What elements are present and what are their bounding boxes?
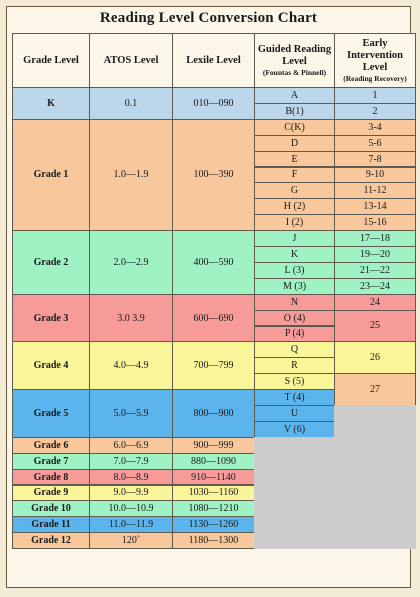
lexile-cell: 1130—1260 xyxy=(172,516,255,534)
header-atos: ATOS Level xyxy=(89,33,173,88)
atos-cell: 4.0—4.9 xyxy=(89,341,173,391)
header-early-label: Early Intervention Level xyxy=(347,38,403,73)
grade-cell: K xyxy=(12,87,90,120)
lexile-cell: 800—900 xyxy=(172,389,255,438)
lexile-cell: 100—390 xyxy=(172,118,255,232)
guided-reading-cell: I (2) xyxy=(254,214,335,232)
grade-cell: Grade 10 xyxy=(12,500,90,518)
early-intervention-cell: 24 xyxy=(334,293,416,311)
early-intervention-cell: 11-12 xyxy=(334,182,416,200)
early-intervention-cell: 5-6 xyxy=(334,134,416,152)
guided-reading-cell: V (6) xyxy=(254,420,335,438)
atos-cell: 0.1 xyxy=(89,87,173,120)
atos-cell: 1.0—1.9 xyxy=(89,118,173,232)
early-intervention-cell: 17—18 xyxy=(334,230,416,247)
atos-cell: 10.0—10.9 xyxy=(89,500,173,518)
grade-cell: Grade 12 xyxy=(12,532,90,550)
empty-region xyxy=(334,405,416,550)
atos-cell: 8.0—8.9 xyxy=(89,468,173,486)
early-intervention-cell: 27 xyxy=(334,373,416,406)
conversion-chart: Reading Level Conversion Chart Grade Lev… xyxy=(6,6,416,588)
atos-cell: 7.0—7.9 xyxy=(89,452,173,470)
lexile-cell: 600—690 xyxy=(172,293,255,343)
guided-reading-cell: T (4) xyxy=(254,389,335,406)
lexile-cell: 010—090 xyxy=(172,87,255,120)
guided-reading-cell: F xyxy=(254,166,335,184)
header-grade-label: Grade Level xyxy=(23,54,79,66)
chart-table: Grade Level ATOS Level Lexile Level Guided … xyxy=(12,33,416,597)
header-early-sublabel: (Reading Recovery) xyxy=(343,74,407,83)
grade-cell: Grade 4 xyxy=(12,341,90,391)
guided-reading-cell: J xyxy=(254,230,335,247)
guided-reading-cell: L (3) xyxy=(254,261,335,279)
guided-reading-cell: G xyxy=(254,182,335,200)
guided-reading-cell: R xyxy=(254,357,335,375)
grade-cell: Grade 11 xyxy=(12,516,90,534)
header-lexile: Lexile Level xyxy=(172,33,255,88)
guided-reading-cell: M (3) xyxy=(254,277,335,295)
atos-cell: 6.0—6.9 xyxy=(89,436,173,454)
guided-reading-cell: N xyxy=(254,293,335,311)
guided-reading-cell: P (4) xyxy=(254,325,335,343)
guided-reading-cell: H (2) xyxy=(254,198,335,216)
early-intervention-cell: 23—24 xyxy=(334,277,416,295)
guided-reading-cell: C(K) xyxy=(254,118,335,136)
early-intervention-cell: 1 xyxy=(334,87,416,104)
atos-cell: 9.0—9.9 xyxy=(89,484,173,502)
grade-cell: Grade 7 xyxy=(12,452,90,470)
guided-reading-cell: O (4) xyxy=(254,309,335,327)
header-guided-sublabel: (Fountas & Pinnell) xyxy=(262,68,327,77)
guided-reading-cell: B(1) xyxy=(254,102,335,120)
header-grade: Grade Level xyxy=(12,33,90,88)
early-intervention-cell: 15-16 xyxy=(334,214,416,232)
lexile-cell: 400—590 xyxy=(172,230,255,295)
guided-reading-cell: A xyxy=(254,87,335,104)
header-lexile-label: Lexile Level xyxy=(186,54,241,66)
early-intervention-cell: 25 xyxy=(334,309,416,343)
header-early: Early Intervention Level (Reading Recover… xyxy=(334,33,416,88)
atos-cell: 5.0—5.9 xyxy=(89,389,173,438)
grade-cell: Grade 9 xyxy=(12,484,90,502)
early-intervention-cell: 9-10 xyxy=(334,166,416,184)
early-intervention-cell: 21—22 xyxy=(334,261,416,279)
early-intervention-cell: 13-14 xyxy=(334,198,416,216)
grade-cell: Grade 3 xyxy=(12,293,90,343)
lexile-cell: 1180—1300 xyxy=(172,532,255,550)
early-intervention-cell: 2 xyxy=(334,102,416,120)
early-intervention-cell: 7-8 xyxy=(334,150,416,168)
grade-cell: Grade 5 xyxy=(12,389,90,438)
header-guided: Guided Reading Level (Fountas & Pinnell) xyxy=(254,33,335,88)
lexile-cell: 1080—1210 xyxy=(172,500,255,518)
guided-reading-cell: Q xyxy=(254,341,335,359)
lexile-cell: 880—1090 xyxy=(172,452,255,470)
lexile-cell: 1030—1160 xyxy=(172,484,255,502)
atos-cell: 3.0 3.9 xyxy=(89,293,173,343)
grade-cell: Grade 6 xyxy=(12,436,90,454)
early-intervention-cell: 3-4 xyxy=(334,118,416,136)
lexile-cell: 900—999 xyxy=(172,436,255,454)
atos-cell: 11.0—11.9 xyxy=(89,516,173,534)
grade-cell: Grade 2 xyxy=(12,230,90,295)
empty-region xyxy=(254,436,335,550)
early-intervention-cell: 26 xyxy=(334,341,416,375)
guided-reading-cell: E xyxy=(254,150,335,168)
guided-reading-cell: S (5) xyxy=(254,373,335,391)
chart-title: Reading Level Conversion Chart xyxy=(99,10,318,26)
grade-cell: Grade 1 xyxy=(12,118,90,232)
early-intervention-cell: 19—20 xyxy=(334,246,416,263)
guided-reading-cell: D xyxy=(254,134,335,152)
grade-cell: Grade 8 xyxy=(12,468,90,486)
atos-cell: 120˚ xyxy=(89,532,173,550)
header-atos-label: ATOS Level xyxy=(103,54,159,66)
atos-cell: 2.0—2.9 xyxy=(89,230,173,295)
header-guided-label: Guided Reading Level xyxy=(257,44,332,67)
lexile-cell: 910—1140 xyxy=(172,468,255,486)
lexile-cell: 700—799 xyxy=(172,341,255,391)
guided-reading-cell: U xyxy=(254,405,335,422)
guided-reading-cell: K xyxy=(254,246,335,263)
